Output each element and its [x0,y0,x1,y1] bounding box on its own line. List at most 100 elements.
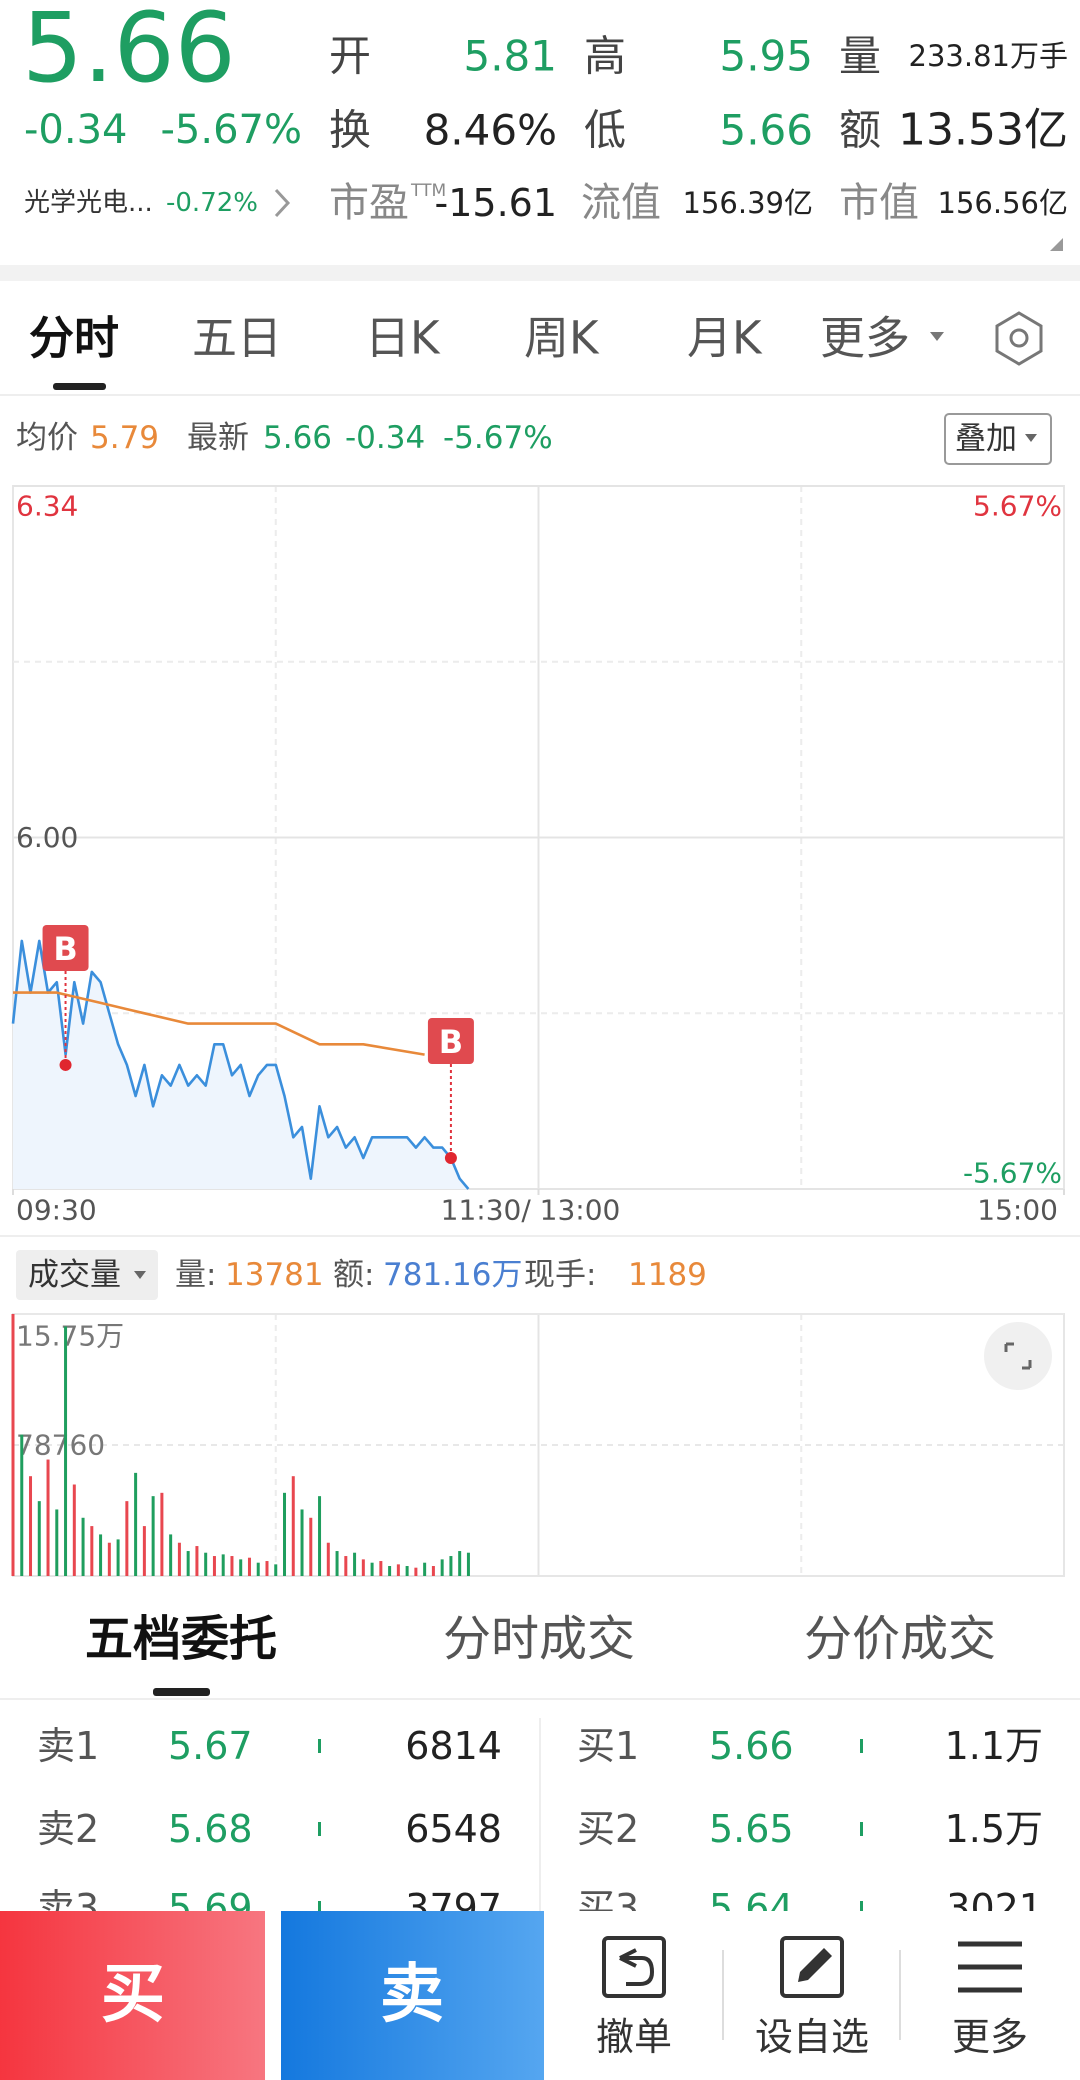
order-tab[interactable]: 五档委托 [85,1611,277,1667]
average-line [13,991,425,1056]
dropdown-arrow [1025,434,1037,442]
volume-bar [247,1557,251,1576]
volume-bar [160,1492,164,1576]
field-value: 5.66 [719,106,813,155]
field-label: 高 [584,32,626,81]
order-tab[interactable]: 分时成交 [443,1611,635,1667]
volume-bar [361,1559,365,1576]
volume-bar [388,1566,392,1576]
volume-bar [466,1552,470,1576]
sector-name[interactable]: 光学光电... [24,188,153,218]
volume-bar [309,1517,313,1576]
volume-bar [256,1562,260,1576]
field-value: 5.95 [719,32,813,81]
volume-bar [11,1314,15,1576]
volume-bar [458,1551,462,1576]
volume-bar [134,1472,138,1576]
avg-value: 5.79 [90,420,159,456]
volume-bar [169,1534,173,1576]
volume-bar [405,1566,409,1576]
volume-bar [29,1476,33,1576]
volume-bar [431,1566,435,1576]
tab-underline [53,383,106,390]
volume-bar [107,1542,111,1576]
volume-selector-label[interactable]: 成交量 [28,1257,121,1293]
overlay-button[interactable] [944,413,1052,465]
volume-bar [195,1546,199,1576]
last-change-pct: -5.67% [443,420,553,456]
tab[interactable]: 日K [365,312,441,365]
order-label: 卖2 [37,1807,99,1851]
last-value: 5.66 [263,420,332,456]
buy-button[interactable] [0,1911,265,2080]
expand-button[interactable] [984,1322,1052,1390]
tab[interactable]: 更多 [820,312,910,365]
field-value: 8.46% [424,106,557,155]
last-price: 5.66 [22,0,236,104]
price-line [11,939,470,1190]
cancel-icon[interactable] [602,1936,666,1998]
action-label[interactable]: 撤单 [596,2015,672,2059]
volume-bar [221,1554,225,1576]
order-qty: 6814 [405,1724,502,1768]
volume-bar [204,1552,208,1576]
overlay-label[interactable]: 叠加 [955,421,1017,457]
order-price: 5.66 [709,1724,794,1768]
hand-label: 现手: [524,1257,596,1293]
depth-indicator [318,1739,321,1753]
volume-bar [64,1326,68,1576]
tab[interactable]: 分时 [29,312,119,365]
volume-value: 13781 [225,1257,324,1293]
chevron[interactable] [274,188,291,218]
volume-bar [265,1561,269,1576]
pencil-icon [798,1948,832,1982]
volume-bar [326,1542,330,1576]
amount-value: 781.16万 [383,1257,522,1293]
volume-bar [423,1562,427,1576]
sell-button[interactable] [281,1911,544,2080]
field-value: 156.56亿 [938,186,1068,220]
field-value: 5.81 [463,32,557,81]
action-label[interactable]: 更多 [952,2015,1028,2059]
buy-label[interactable]: 买 [101,1958,165,2032]
settings-icon[interactable] [995,311,1043,366]
y2-tick-label: 5.67% [973,490,1062,523]
volume-bar [396,1564,400,1576]
hand-value: 1189 [628,1257,707,1293]
volume-bar [125,1501,129,1576]
volume-bar [370,1562,374,1576]
volume-bar [177,1542,181,1576]
field-value: 233.81万手 [909,39,1068,73]
field-label: 开 [329,32,371,81]
order-qty: 6548 [405,1807,502,1851]
field-label: 换 [329,106,371,155]
volume-bar [440,1559,444,1576]
marker-badge[interactable] [42,924,89,971]
amount-label: 额: [333,1257,374,1293]
volume-bar [55,1509,59,1576]
sell-label[interactable]: 卖 [380,1958,444,2032]
volume-bar [291,1476,295,1576]
field-label: 低 [584,106,626,155]
field-value: 156.39亿 [683,186,813,220]
marker-dot [444,1151,457,1164]
price-area [13,940,469,1189]
tab[interactable]: 五日 [192,312,282,365]
price-change-pct: -5.67% [160,107,302,153]
expand-icon [1004,1342,1032,1370]
more-icon[interactable] [958,1941,1022,1993]
watchlist-icon[interactable] [780,1936,844,1998]
action-label[interactable]: 设自选 [755,2015,869,2059]
y-tick-label: 6.00 [16,821,78,854]
tab[interactable]: 周K [524,312,600,365]
field-label: 市值 [839,180,919,226]
volume-bar [300,1509,304,1576]
marker-badge[interactable] [427,1017,474,1064]
order-tab[interactable]: 分价成交 [804,1611,996,1667]
volume-selector[interactable] [16,1250,158,1300]
content: 5.66-0.34 -5.67%光学光电... -0.72%开 5.81 高 5.95 量 2… [0,0,1080,1930]
tab[interactable]: 月K [687,312,763,365]
order-price: 5.67 [168,1724,253,1768]
